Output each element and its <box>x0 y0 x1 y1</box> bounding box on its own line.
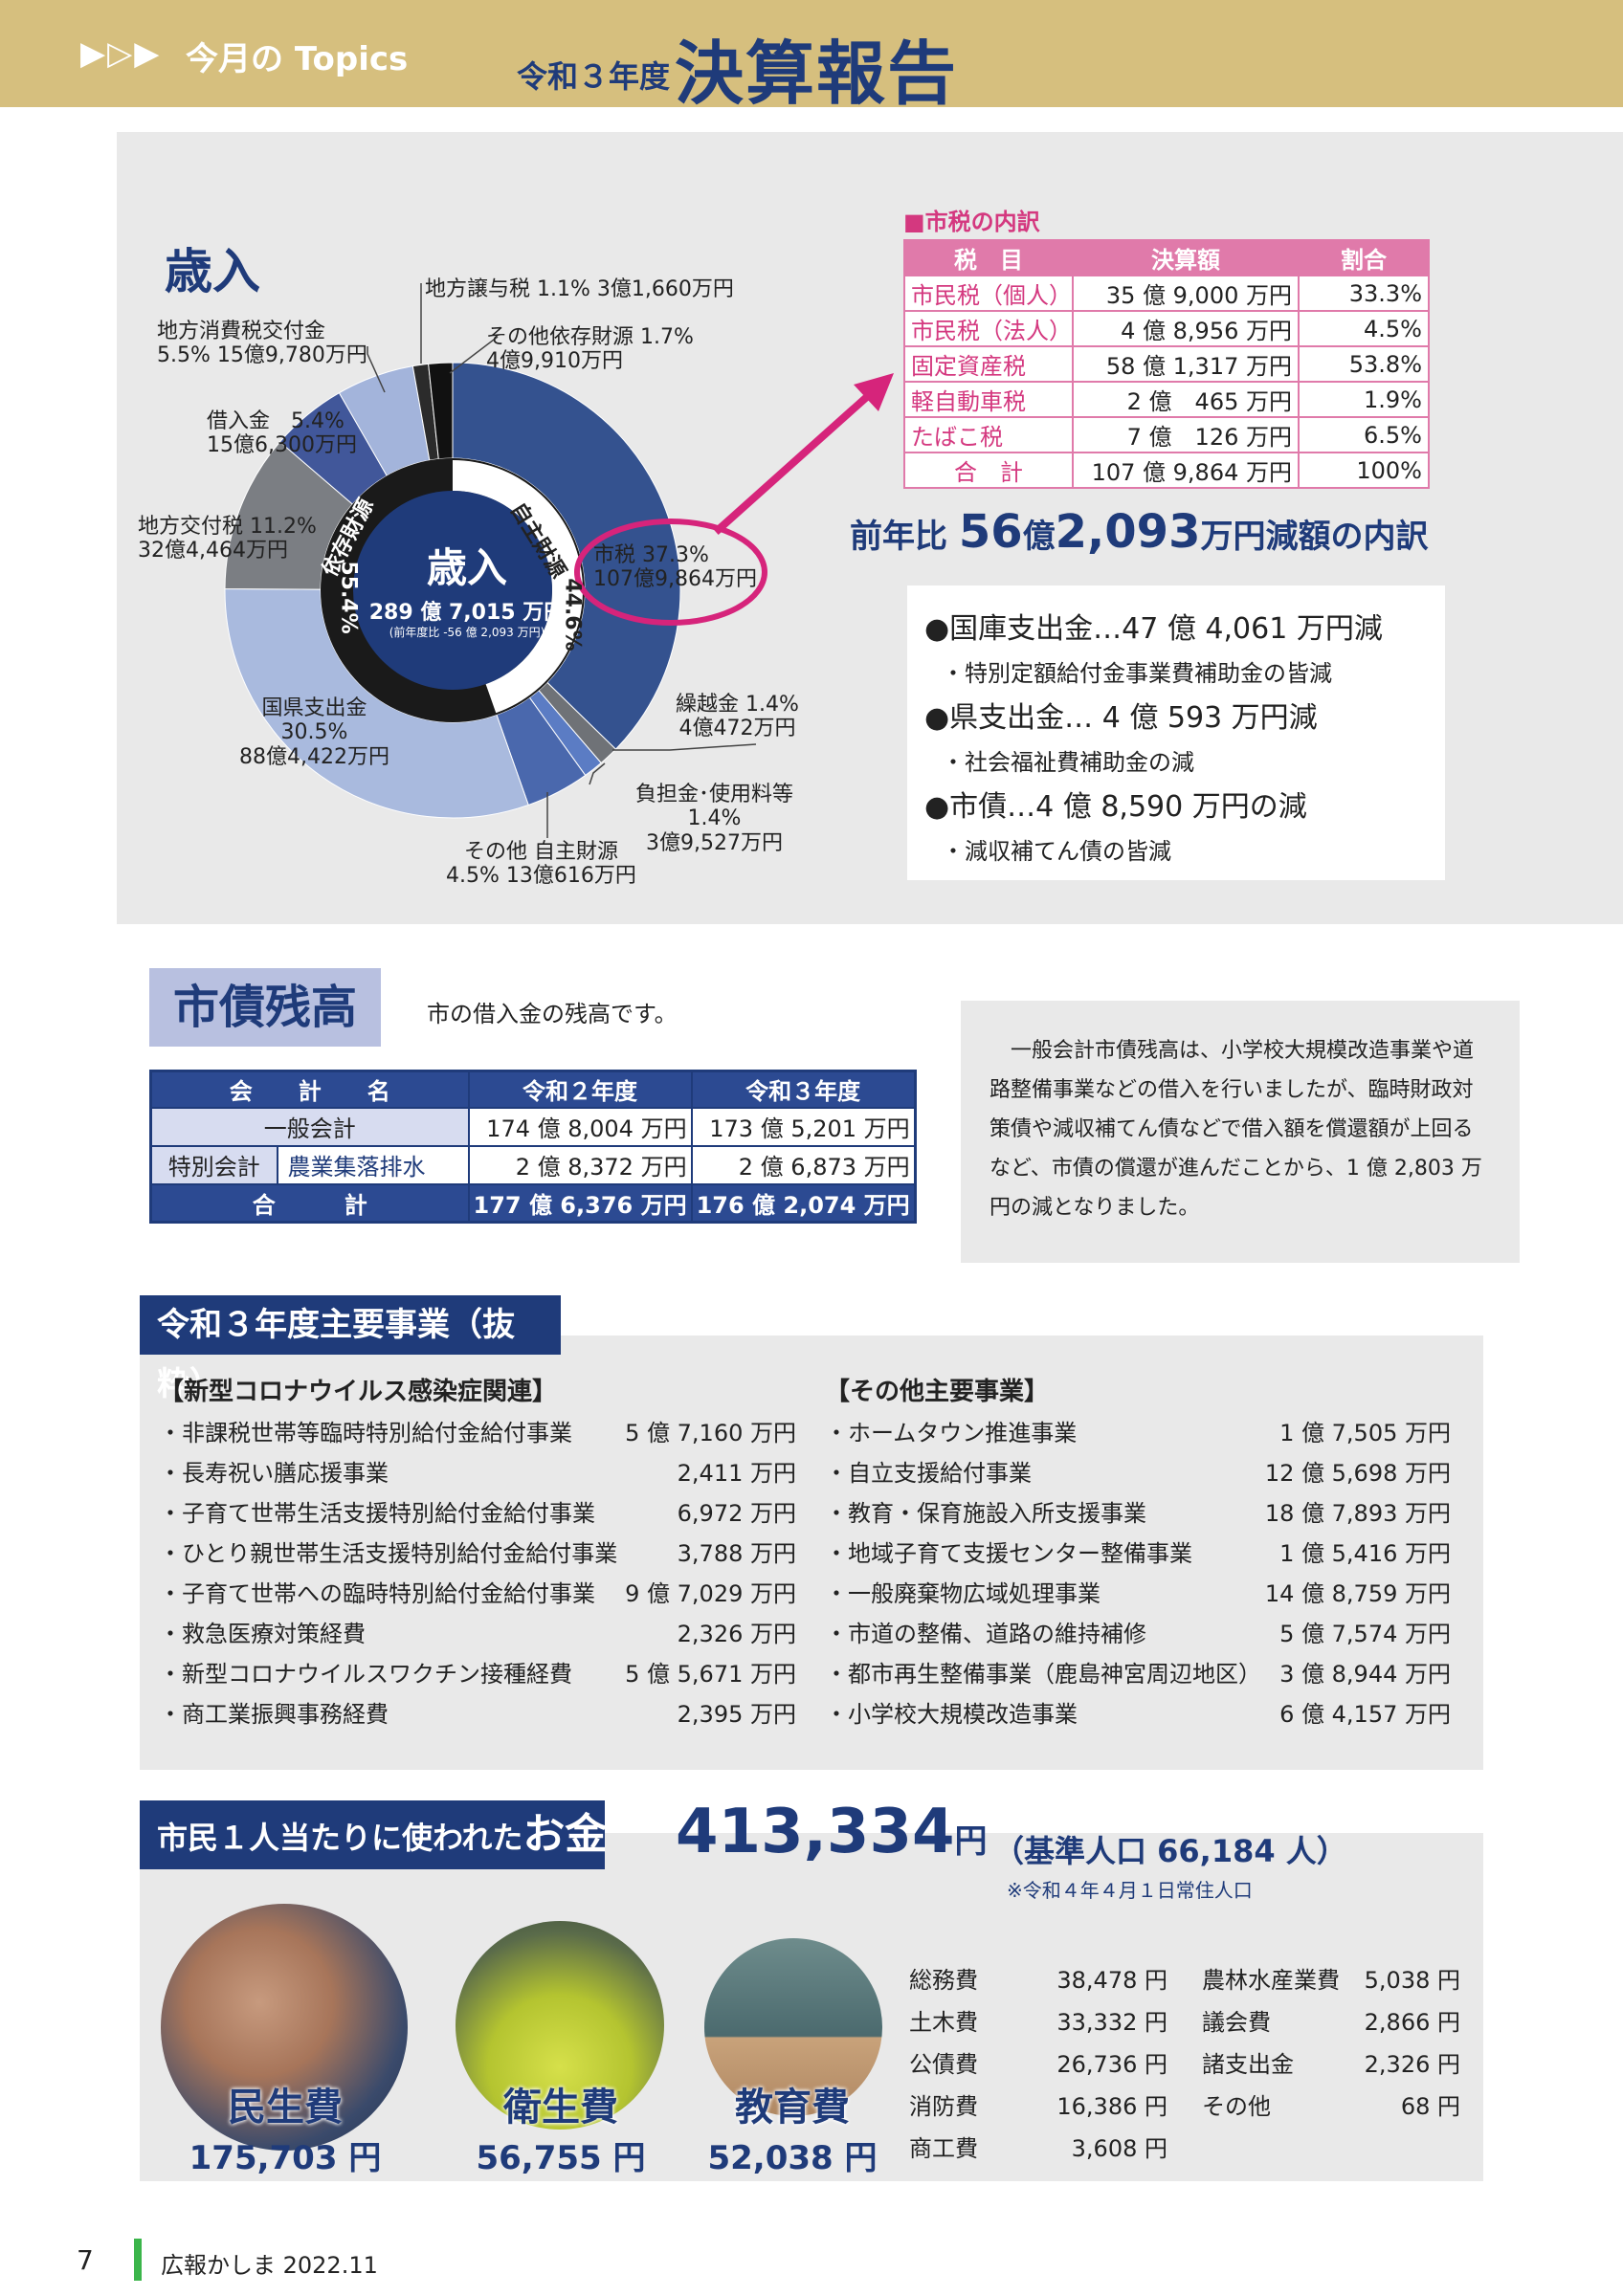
per-capita-title: 市民１人当たりに使われたお金 <box>140 1800 607 1869</box>
leader-lines <box>367 283 757 838</box>
donut-center-total: 289 億 7,015 万円 <box>368 601 566 625</box>
donut-center-title: 歳入 <box>426 544 507 591</box>
decrease-item-detail: ・社会福祉費補助金の減 <box>942 749 1194 776</box>
page-title: 決算報告 <box>675 33 959 114</box>
list-item: ・教育・保育施設入所支援事業 18 億 7,893 万円 <box>825 1500 1451 1527</box>
tax-header-item: 税 目 <box>903 239 1074 276</box>
label-chihoujouyo: 地方譲与税 1.1% 3億1,660万円 <box>425 277 734 301</box>
list-item: 総務費 38,478 円 <box>909 1967 1167 1994</box>
list-item: ・子育て世帯生活支援特別給付金給付事業 6,972 万円 <box>159 1500 796 1527</box>
revenue-title: 歳入 <box>165 244 260 299</box>
list-item: ・小学校大規模改造事業 6 億 4,157 万円 <box>825 1701 1451 1728</box>
list-item: ・新型コロナウイルスワクチン接種経費 5 億 5,671 万円 <box>159 1661 796 1688</box>
list-item: ・ひとり親世帯生活支援特別給付金給付事業 3,788 万円 <box>159 1540 796 1567</box>
inner-ring-jishu <box>453 460 584 714</box>
decrease-item: ●市債…4 億 8,590 万円の減 <box>924 790 1307 824</box>
photo-classroom <box>704 1938 882 2116</box>
table-row-total: 合 計 177 億 6,376 万円 176 億 2,074 万円 <box>149 1182 917 1224</box>
list-item: ・非課税世帯等臨時特別給付金給付事業 5 億 7,160 万円 <box>159 1420 796 1446</box>
table-row: 固定資産税 58 億 1,317 万円 53.8% <box>903 345 1430 383</box>
donut-center <box>353 491 552 690</box>
per-capita-population: （基準人口 66,184 人） <box>993 1833 1347 1869</box>
per-capita-amount: 413,334円 <box>676 1797 988 1867</box>
list-item: ・市道の整備、道路の維持補修 5 億 7,574 万円 <box>825 1621 1451 1647</box>
header-topics-label: 今月の Topics <box>186 40 409 78</box>
decrease-item-detail: ・特別定額給付金事業費補助金の皆減 <box>942 660 1332 687</box>
label-chihoushouhi: 地方消費税交付金 5.5% 15億9,780万円 <box>157 320 367 368</box>
photo-welfare-hands <box>161 1904 408 2151</box>
debt-section-title: 市債残高 <box>149 968 381 1047</box>
list-item: 農林水産業費 5,038 円 <box>1202 1967 1460 1994</box>
highlight-ellipse <box>574 519 767 626</box>
page-header <box>0 0 1623 107</box>
label-chihoukoufu: 地方交付税 11.2% 32億4,464万円 <box>138 515 317 563</box>
list-item: ・救急医療対策経費 2,326 万円 <box>159 1621 796 1647</box>
label-kurikoshi: 繰越金 1.4% 4億472万円 <box>676 693 799 741</box>
ring-pct-jishu: 44.6% <box>560 578 585 651</box>
projects-right-heading: 【その他主要事業】 <box>825 1378 1050 1406</box>
list-item: ・ホームタウン推進事業 1 億 7,505 万円 <box>825 1420 1451 1446</box>
label-shizei: 市税 37.3% 107億9,864万円 <box>593 543 757 592</box>
list-item: 商工費 3,608 円 <box>909 2135 1167 2162</box>
per-capita-note: ※令和４年４月１日常住人口 <box>1007 1879 1253 1902</box>
list-item: 消防費 16,386 円 <box>909 2093 1167 2120</box>
tax-header-pct: 割合 <box>1298 239 1430 276</box>
projects-panel <box>140 1336 1483 1770</box>
list-item: 議会費 2,866 円 <box>1202 2009 1460 2036</box>
table-row: 市民税（法人） 4 億 8,956 万円 4.5% <box>903 310 1430 347</box>
table-row: 市民税（個人） 35 億 9,000 万円 33.3% <box>903 275 1430 312</box>
highlight-arrow-head <box>854 373 894 411</box>
list-item: ・都市再生整備事業（鹿島神宮周辺地区） 3 億 8,944 万円 <box>825 1661 1451 1688</box>
ring-pct-izon: 55.4% <box>336 561 361 634</box>
list-item: 諸支出金 2,326 円 <box>1202 2051 1460 2078</box>
list-item: ・地域子育て支援センター整備事業 1 億 5,416 万円 <box>825 1540 1451 1567</box>
list-item: ・商工業振興事務経費 2,395 万円 <box>159 1701 796 1728</box>
projects-title: 令和３年度主要事業（抜粋） <box>140 1295 561 1403</box>
debt-description: 市の借入金の残高です。 <box>427 1001 678 1027</box>
debt-table: 会 計 名 令和２年度 令和３年度 一般会計 174 億 8,004 万円 17… <box>149 1070 917 1224</box>
list-item: ・子育て世帯への臨時特別給付金給付事業 9 億 7,029 万円 <box>159 1580 796 1607</box>
tax-header-amount: 決算額 <box>1072 239 1300 276</box>
tax-breakdown-title: ■市税の内訳 <box>903 209 1040 235</box>
decrease-breakdown-box: ●国庫支出金…47 億 4,061 万円減 ・特別定額給付金事業費補助金の皆減 … <box>907 585 1445 880</box>
table-row: 特別会計 農業集落排水 2 億 8,372 万円 2 億 6,873 万円 <box>149 1144 917 1185</box>
table-row: 軽自動車税 2 億 465 万円 1.9% <box>903 381 1430 418</box>
publication-label: 広報かしま 2022.11 <box>161 2252 378 2279</box>
photo-sanitation-nets <box>456 1921 664 2130</box>
list-item: 公債費 26,736 円 <box>909 2051 1167 2078</box>
decrease-item: ●県支出金… 4 億 593 万円減 <box>924 701 1318 735</box>
decrease-item-detail: ・減収補てん債の皆減 <box>942 838 1171 865</box>
highlight-arrow-line <box>713 384 881 535</box>
circle-caption-kyouiku: 教育費 52,038 円 <box>707 2086 878 2177</box>
revenue-donut-chart <box>224 283 894 838</box>
projects-left-heading: 【新型コロナウイルス感染症関連】 <box>159 1378 558 1406</box>
list-item: ・自立支援給付事業 12 億 5,698 万円 <box>825 1460 1451 1487</box>
tax-breakdown-table: 税 目 決算額 割合 市民税（個人） 35 億 9,000 万円 33.3% 市民税… <box>903 239 1430 489</box>
footer-divider <box>134 2239 142 2281</box>
page-number: 7 <box>77 2244 94 2276</box>
debt-header-r2: 令和２年度 <box>467 1070 693 1109</box>
table-row: 一般会計 174 億 8,004 万円 173 億 5,201 万円 <box>149 1106 917 1147</box>
circle-caption-eisei: 衛生費 56,755 円 <box>476 2086 646 2177</box>
decrease-title: 前年比 56億2,093万円減額の内訳 <box>850 505 1429 559</box>
label-futankin: 負担金･使用料等 1.4% 3億9,527万円 <box>635 783 794 855</box>
header-year: 令和３年度 <box>517 58 671 95</box>
list-item: 土木費 33,332 円 <box>909 2009 1167 2036</box>
list-item: ・長寿祝い膳応援事業 2,411 万円 <box>159 1460 796 1487</box>
debt-header-account: 会 計 名 <box>149 1070 470 1109</box>
table-row: たばこ税 7 億 126 万円 6.5% <box>903 416 1430 453</box>
list-item: その他 68 円 <box>1202 2093 1460 2120</box>
decrease-item: ●国庫支出金…47 億 4,061 万円減 <box>924 612 1383 646</box>
label-sonota-izon: その他依存財源 1.7% 4億9,910万円 <box>486 325 694 374</box>
circle-caption-minsei: 民生費 175,703 円 <box>189 2086 382 2177</box>
debt-note: 一般会計市債残高は、小学校大規模改造事業や道路整備事業などの借入を行いましたが、… <box>961 1001 1520 1263</box>
list-item: ・一般廃棄物広域処理事業 14 億 8,759 万円 <box>825 1580 1451 1607</box>
donut-center-subtext: (前年度比 -56 億 2,093 万円) <box>389 626 545 639</box>
debt-header-r3: 令和３年度 <box>690 1070 917 1109</box>
header-arrows-icon: ▶▷▶ <box>80 34 162 73</box>
label-kariire: 借入金 5.4% 15億6,300万円 <box>207 409 357 458</box>
table-row-total: 合 計 107 億 9,864 万円 100% <box>903 452 1430 489</box>
label-sonota-jishu: その他 自主財源 4.5% 13億616万円 <box>446 840 636 889</box>
label-kokken: 国県支出金 30.5% 88億4,422万円 <box>239 696 389 769</box>
